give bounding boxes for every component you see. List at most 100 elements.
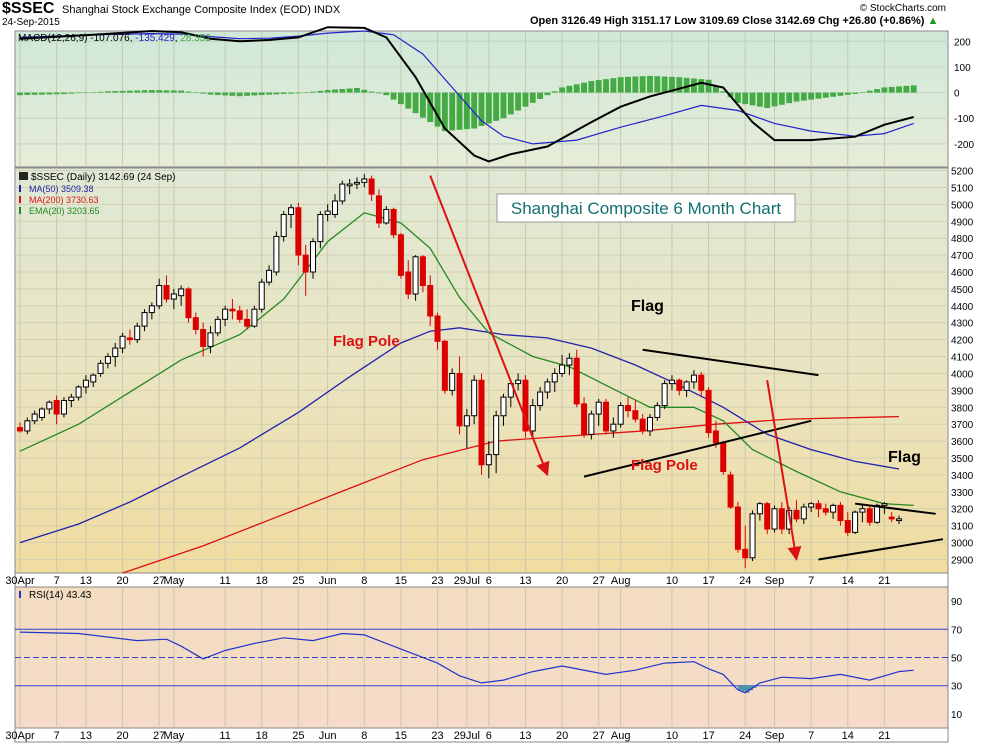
price-tick-label: 4000 [951,369,974,380]
candle-body [441,340,448,391]
price-tick-label: 4600 [951,268,974,279]
x-tick-label: 13 [80,730,92,742]
macd-histogram-bar [683,77,690,93]
macd-histogram-bar [756,92,763,107]
macd-histogram-bar [874,89,881,93]
candle-body [654,405,661,418]
x-tick-label: Jun [319,575,337,587]
trendlines [583,348,944,561]
price-tick-label: 3000 [951,539,974,550]
candle-body [192,317,199,330]
macd-histogram-bar [112,91,119,93]
candle-body [617,405,624,425]
price-legend: $SSEC (Daily) 3142.69 (24 Sep) [31,172,176,183]
ema20-legend-swatch [19,207,21,214]
macd-histogram-bar [156,90,163,93]
macd-histogram-bar [573,84,580,93]
candle-body [53,400,60,415]
price-tick-label: 3200 [951,505,974,516]
macd-histogram-bar [852,92,859,94]
price-tick-label: 5000 [951,200,974,211]
candle-body [522,379,529,432]
macd-histogram-bar [625,76,631,93]
macd-histogram-bar [888,86,895,93]
macd-histogram-bar [661,76,668,93]
x-tick-label: 11 [219,730,230,742]
candle-body [258,281,265,310]
macd-histogram-bar [566,85,573,93]
x-tick-label: 11 [219,575,230,587]
price-tick-label: 3300 [951,488,974,499]
macd-histogram-bar [742,92,749,105]
candle-body [280,214,287,237]
price-tick-label: 3500 [951,454,974,465]
x-tick-label: 29Jul [454,575,480,587]
macd-histogram-bar [251,92,258,96]
x-tick-label: 7 [808,575,814,587]
macd-histogram-bar [617,77,624,93]
candle-body [112,347,119,358]
candle-body [229,308,236,312]
macd-histogram-bar [881,87,888,93]
price-tick-label: 3600 [951,437,974,448]
candle-body [346,183,353,187]
macd-histogram-bar [712,85,719,93]
macd-histogram-bar [720,91,727,93]
candle-body [632,410,639,420]
macd-histogram-bar [603,79,609,93]
candle-body [603,401,610,432]
candle-body [493,415,500,456]
rsi-legend: RSI(14) 43.43 [29,590,92,601]
macd-histogram-bar [705,79,712,93]
candle-body [764,503,771,530]
price-tick-label: 3800 [951,403,974,414]
candle-body [353,181,360,185]
macd-histogram-bar [456,92,463,130]
macd-histogram-bar [515,92,522,111]
rsi-tick-label: 70 [951,625,963,636]
x-tick-label: 10 [666,575,678,587]
macd-histogram-bar [229,92,236,96]
candle-body [214,318,221,334]
candle-body [31,413,38,422]
ohlc-values: Open 3126.49 High 3151.17 Low 3109.69 Cl… [530,15,925,27]
index-exchange: INDX [313,4,341,16]
rsi-levels [15,628,948,687]
candle-body [683,381,690,391]
x-tick-label: May [163,575,184,587]
candle-body [156,285,163,307]
macd-histogram-bar [500,92,507,119]
macd-histogram-bar [427,92,434,123]
candle-body [266,269,273,283]
macd-histogram-bar [529,92,536,103]
candle-body [529,405,536,432]
macd-histogram-bar [610,78,617,93]
x-tick-label: 15 [395,575,407,587]
macd-histogram-bar [647,75,653,93]
candle-body [163,285,170,300]
x-tick-label: 23 [431,730,443,742]
price-panel-bg [14,167,949,574]
macd-histogram-bar [419,92,426,118]
macd-histogram-bar [822,92,829,98]
macd-histogram-bar [639,76,646,93]
candle-body [800,506,807,520]
index-name: Shanghai Stock Exchange Composite Index … [62,4,340,16]
candle-body [390,208,397,236]
candle-body [434,315,441,342]
x-tick-label: 25 [292,575,304,587]
candle-body [295,207,302,256]
candle-body [485,454,492,466]
candle-body [302,254,309,273]
rsi-line [19,631,914,694]
x-tick-label: 14 [842,730,854,742]
candle-body [361,178,368,183]
x-tick-label: 25 [292,730,304,742]
macd-histogram-bar [441,92,448,132]
macd-histogram-bar [185,91,192,93]
axis-labels: 30Apr30Apr77131320202727MayMay1111181825… [5,37,974,742]
flag-pole-arrow [766,380,802,561]
title-box [496,193,796,223]
x-tick-label: 6 [486,730,492,742]
